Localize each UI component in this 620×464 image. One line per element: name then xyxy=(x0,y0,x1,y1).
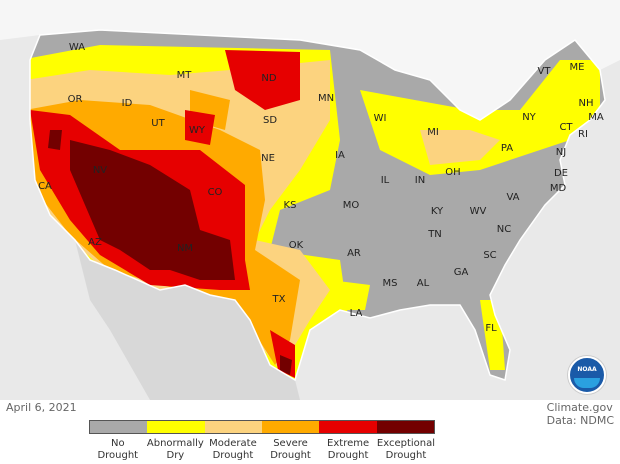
state-label-ne: NE xyxy=(261,153,275,164)
state-label-ar: AR xyxy=(347,248,361,259)
state-label-tn: TN xyxy=(427,229,442,240)
state-label-wv: WV xyxy=(470,206,487,217)
state-label-nm: NM xyxy=(177,243,193,254)
credit-data: Data: NDMC xyxy=(546,414,614,427)
state-label-oh: OH xyxy=(445,167,460,178)
legend-swatch xyxy=(376,421,434,433)
state-label-ga: GA xyxy=(454,267,469,278)
legend-swatch xyxy=(90,421,148,433)
state-label-ks: KS xyxy=(284,200,297,211)
legend-label: Exceptional Drought xyxy=(376,438,436,461)
state-label-ct: CT xyxy=(559,122,573,133)
state-label-in: IN xyxy=(415,175,425,186)
legend-label: Extreme Drought xyxy=(327,438,370,461)
state-label-sd: SD xyxy=(263,115,277,126)
state-label-ky: KY xyxy=(431,206,444,217)
legend-swatch xyxy=(147,421,205,433)
state-label-vt: VT xyxy=(538,66,552,77)
legend: No Drought Abnormally Dry Moderate Drought Sev… xyxy=(89,420,435,462)
state-label-mn: MN xyxy=(318,93,334,104)
state-label-mo: MO xyxy=(343,200,360,211)
state-label-nj: NJ xyxy=(556,147,566,158)
state-label-mt: MT xyxy=(177,70,193,81)
credit-source: Climate.gov xyxy=(546,401,613,414)
legend-swatch xyxy=(261,421,320,433)
state-label-pa: PA xyxy=(501,143,513,154)
state-label-ms: MS xyxy=(383,278,398,289)
noaa-logo: NOAA xyxy=(568,356,606,394)
state-label-wi: WI xyxy=(374,113,387,124)
exceptional-drought-area xyxy=(48,130,292,375)
state-label-ia: IA xyxy=(335,150,345,161)
state-label-az: AZ xyxy=(88,237,102,248)
state-label-ok: OK xyxy=(289,240,304,251)
state-label-ny: NY xyxy=(522,112,536,123)
canada-land xyxy=(0,0,620,120)
state-label-ca: CA xyxy=(38,181,52,192)
state-label-la: LA xyxy=(350,308,363,319)
legend-labels: No Drought Abnormally Dry Moderate Drought Sev… xyxy=(89,438,435,462)
state-label-md: MD xyxy=(550,183,567,194)
legend-swatch xyxy=(204,421,262,433)
noaa-logo-text: NOAA xyxy=(577,366,597,373)
state-labels: WA OR CA NV ID MT WY UT CO AZ NM ND SD NE KS OK TX MN IA MO… xyxy=(38,42,604,334)
legend-label: No Drought xyxy=(97,438,139,461)
state-label-il: IL xyxy=(381,175,390,186)
credit: Climate.gov Data: NDMC xyxy=(547,401,614,427)
state-label-fl: FL xyxy=(485,323,497,334)
state-label-de: DE xyxy=(554,168,568,179)
state-label-nc: NC xyxy=(497,224,511,235)
state-label-co: CO xyxy=(208,187,223,198)
state-label-ma: MA xyxy=(588,112,604,123)
state-label-mi: MI xyxy=(427,127,439,138)
state-label-nd: ND xyxy=(261,73,276,84)
legend-swatch xyxy=(319,421,377,433)
state-label-sc: SC xyxy=(483,250,496,261)
legend-color-bar xyxy=(89,420,435,434)
legend-label: Abnormally Dry xyxy=(146,438,204,461)
mexico-land xyxy=(75,240,300,400)
drought-map: WA OR CA NV ID MT WY UT CO AZ NM ND SD NE KS OK TX MN IA MO… xyxy=(0,0,620,400)
state-label-or: OR xyxy=(68,94,83,105)
state-label-wa: WA xyxy=(69,42,85,53)
state-label-me: ME xyxy=(570,62,585,73)
state-label-nv: NV xyxy=(93,165,107,176)
legend-label: Severe Drought xyxy=(270,438,311,461)
state-label-tx: TX xyxy=(272,294,286,305)
state-label-al: AL xyxy=(417,278,430,289)
map-date: April 6, 2021 xyxy=(6,401,77,414)
state-label-nh: NH xyxy=(579,98,594,109)
state-label-va: VA xyxy=(506,192,519,203)
state-label-ut: UT xyxy=(151,118,165,129)
state-label-wy: WY xyxy=(189,125,206,136)
legend-label: Moderate Drought xyxy=(209,438,257,461)
state-label-id: ID xyxy=(122,98,133,109)
state-label-ri: RI xyxy=(578,129,588,140)
